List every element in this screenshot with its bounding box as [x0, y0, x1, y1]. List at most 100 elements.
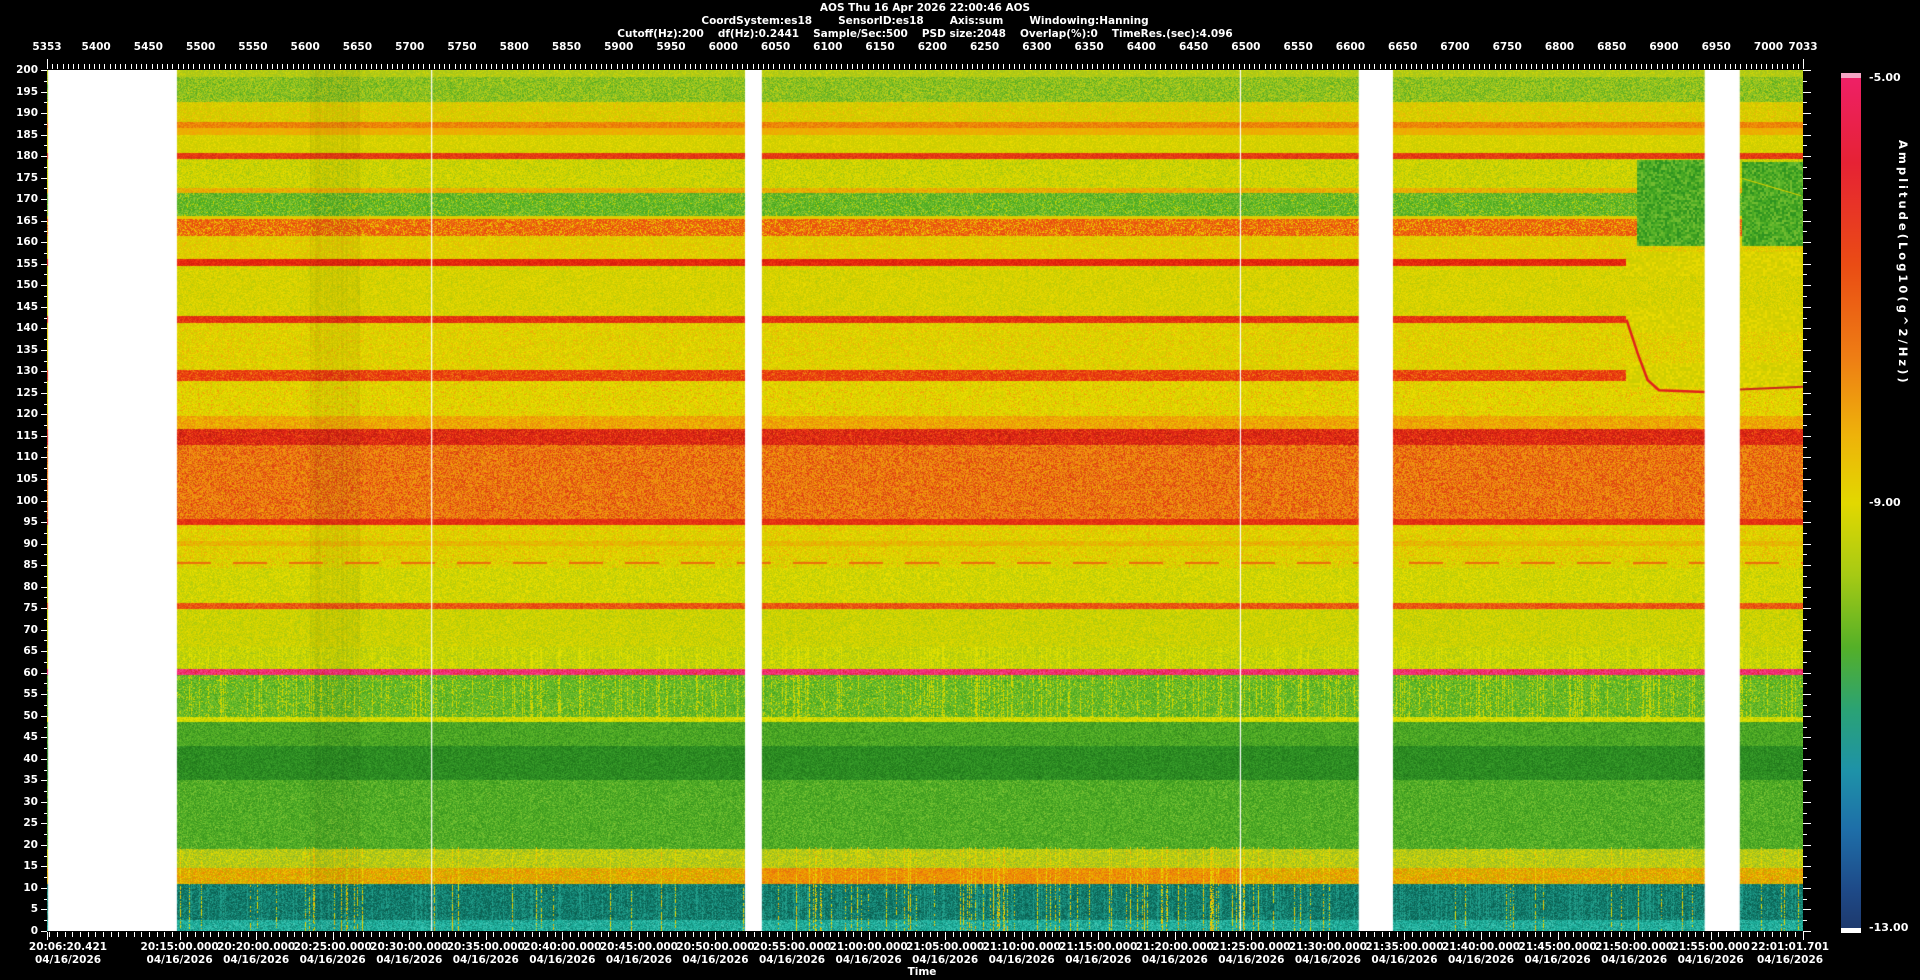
- axis-tick: [282, 64, 284, 69]
- axis-tick: [177, 64, 179, 69]
- axis-tick: [570, 932, 572, 937]
- axis-tick: [1588, 932, 1590, 937]
- axis-tick: [742, 64, 744, 69]
- axis-tick: [1236, 932, 1238, 937]
- time-axis-date: 04/16/2026: [758, 954, 826, 966]
- axis-tick: [1249, 64, 1251, 69]
- axis-tick: [1006, 932, 1008, 937]
- axis-tick: [432, 932, 434, 937]
- axis-tick: [1452, 64, 1454, 69]
- axis-tick: [1693, 64, 1695, 69]
- axis-tick: [1565, 932, 1567, 937]
- axis-tick: [1803, 80, 1807, 82]
- axis-tick: [654, 932, 656, 937]
- axis-tick: [710, 64, 712, 69]
- freq-axis-label: 70: [23, 623, 38, 636]
- axis-tick: [1803, 231, 1807, 233]
- axis-tick: [41, 737, 47, 739]
- axis-tick: [1803, 371, 1811, 373]
- axis-tick: [416, 932, 418, 937]
- axis-tick: [41, 414, 47, 416]
- axis-tick: [1400, 64, 1402, 69]
- axis-tick: [769, 932, 771, 937]
- axis-tick: [378, 932, 380, 937]
- axis-tick: [631, 932, 633, 937]
- axis-tick: [44, 834, 47, 836]
- axis-tick: [1052, 932, 1054, 937]
- axis-tick: [209, 64, 210, 69]
- axis-tick: [44, 726, 47, 728]
- axis-tick: [1149, 64, 1151, 69]
- axis-tick: [1803, 511, 1807, 513]
- axis-tick: [381, 64, 383, 69]
- axis-tick: [935, 64, 937, 69]
- axis-tick: [1803, 242, 1811, 244]
- axis-tick: [1803, 209, 1807, 211]
- axis-tick: [41, 134, 47, 136]
- axis-tick: [1511, 932, 1513, 937]
- axis-tick: [1803, 188, 1807, 190]
- axis-tick: [1803, 220, 1811, 222]
- axis-tick: [1803, 586, 1811, 588]
- spectrogram-plot: [47, 70, 1803, 931]
- header-param: Windowing:Hanning: [1029, 15, 1149, 27]
- axis-tick: [41, 565, 47, 567]
- axis-tick: [465, 64, 467, 69]
- axis-tick: [407, 64, 409, 69]
- axis-tick: [1803, 715, 1811, 717]
- axis-tick: [235, 64, 237, 69]
- time-axis-date: 04/16/2026: [1601, 954, 1668, 966]
- axis-tick: [1442, 932, 1444, 937]
- axis-tick: [447, 932, 449, 937]
- axis-tick: [1437, 64, 1439, 69]
- axis-tick: [747, 64, 749, 69]
- axis-tick: [862, 64, 864, 69]
- axis-tick: [493, 932, 495, 937]
- axis-tick: [1266, 932, 1268, 937]
- axis-tick: [1803, 823, 1811, 825]
- axis-tick: [1651, 64, 1653, 69]
- axis-tick: [44, 296, 47, 297]
- axis-tick: [883, 932, 885, 937]
- axis-tick: [961, 64, 963, 69]
- axis-tick: [1259, 64, 1261, 69]
- freq-axis-label: 35: [23, 774, 38, 787]
- axis-tick: [1419, 932, 1421, 937]
- time-axis-label: 20:06:20.421: [28, 941, 108, 953]
- freq-axis-label: 140: [16, 322, 38, 335]
- axis-tick: [1687, 932, 1689, 937]
- freq-axis-label: 145: [16, 300, 38, 313]
- axis-tick: [1113, 64, 1115, 69]
- axis-tick: [41, 780, 47, 782]
- time-axis-date: 04/16/2026: [912, 954, 979, 966]
- axis-tick: [1021, 932, 1023, 940]
- freq-axis-label: 85: [23, 559, 38, 572]
- axis-tick: [391, 64, 393, 69]
- axis-tick: [44, 877, 47, 879]
- axis-tick: [125, 64, 127, 69]
- axis-tick: [302, 932, 304, 937]
- axis-tick: [449, 64, 451, 69]
- top-axis-label: 5950: [656, 41, 686, 53]
- axis-tick: [590, 64, 592, 69]
- axis-tick: [1144, 64, 1146, 69]
- time-axis-label: 21:00:00.000: [829, 941, 908, 953]
- axis-tick: [1794, 932, 1796, 937]
- axis-tick: [256, 64, 258, 69]
- axis-tick: [271, 64, 273, 69]
- axis-tick: [1343, 932, 1345, 937]
- axis-tick: [998, 64, 1000, 69]
- axis-tick: [1159, 932, 1161, 937]
- axis-tick: [700, 64, 702, 69]
- time-axis-date: 04/16/2026: [1371, 954, 1438, 966]
- axis-tick: [945, 932, 947, 940]
- axis-tick: [44, 188, 47, 190]
- axis-tick: [287, 64, 289, 69]
- axis-tick: [1494, 64, 1496, 69]
- axis-tick: [44, 532, 47, 534]
- axis-tick: [41, 522, 47, 524]
- axis-tick: [41, 672, 47, 674]
- axis-tick: [41, 457, 47, 459]
- axis-tick: [44, 511, 47, 513]
